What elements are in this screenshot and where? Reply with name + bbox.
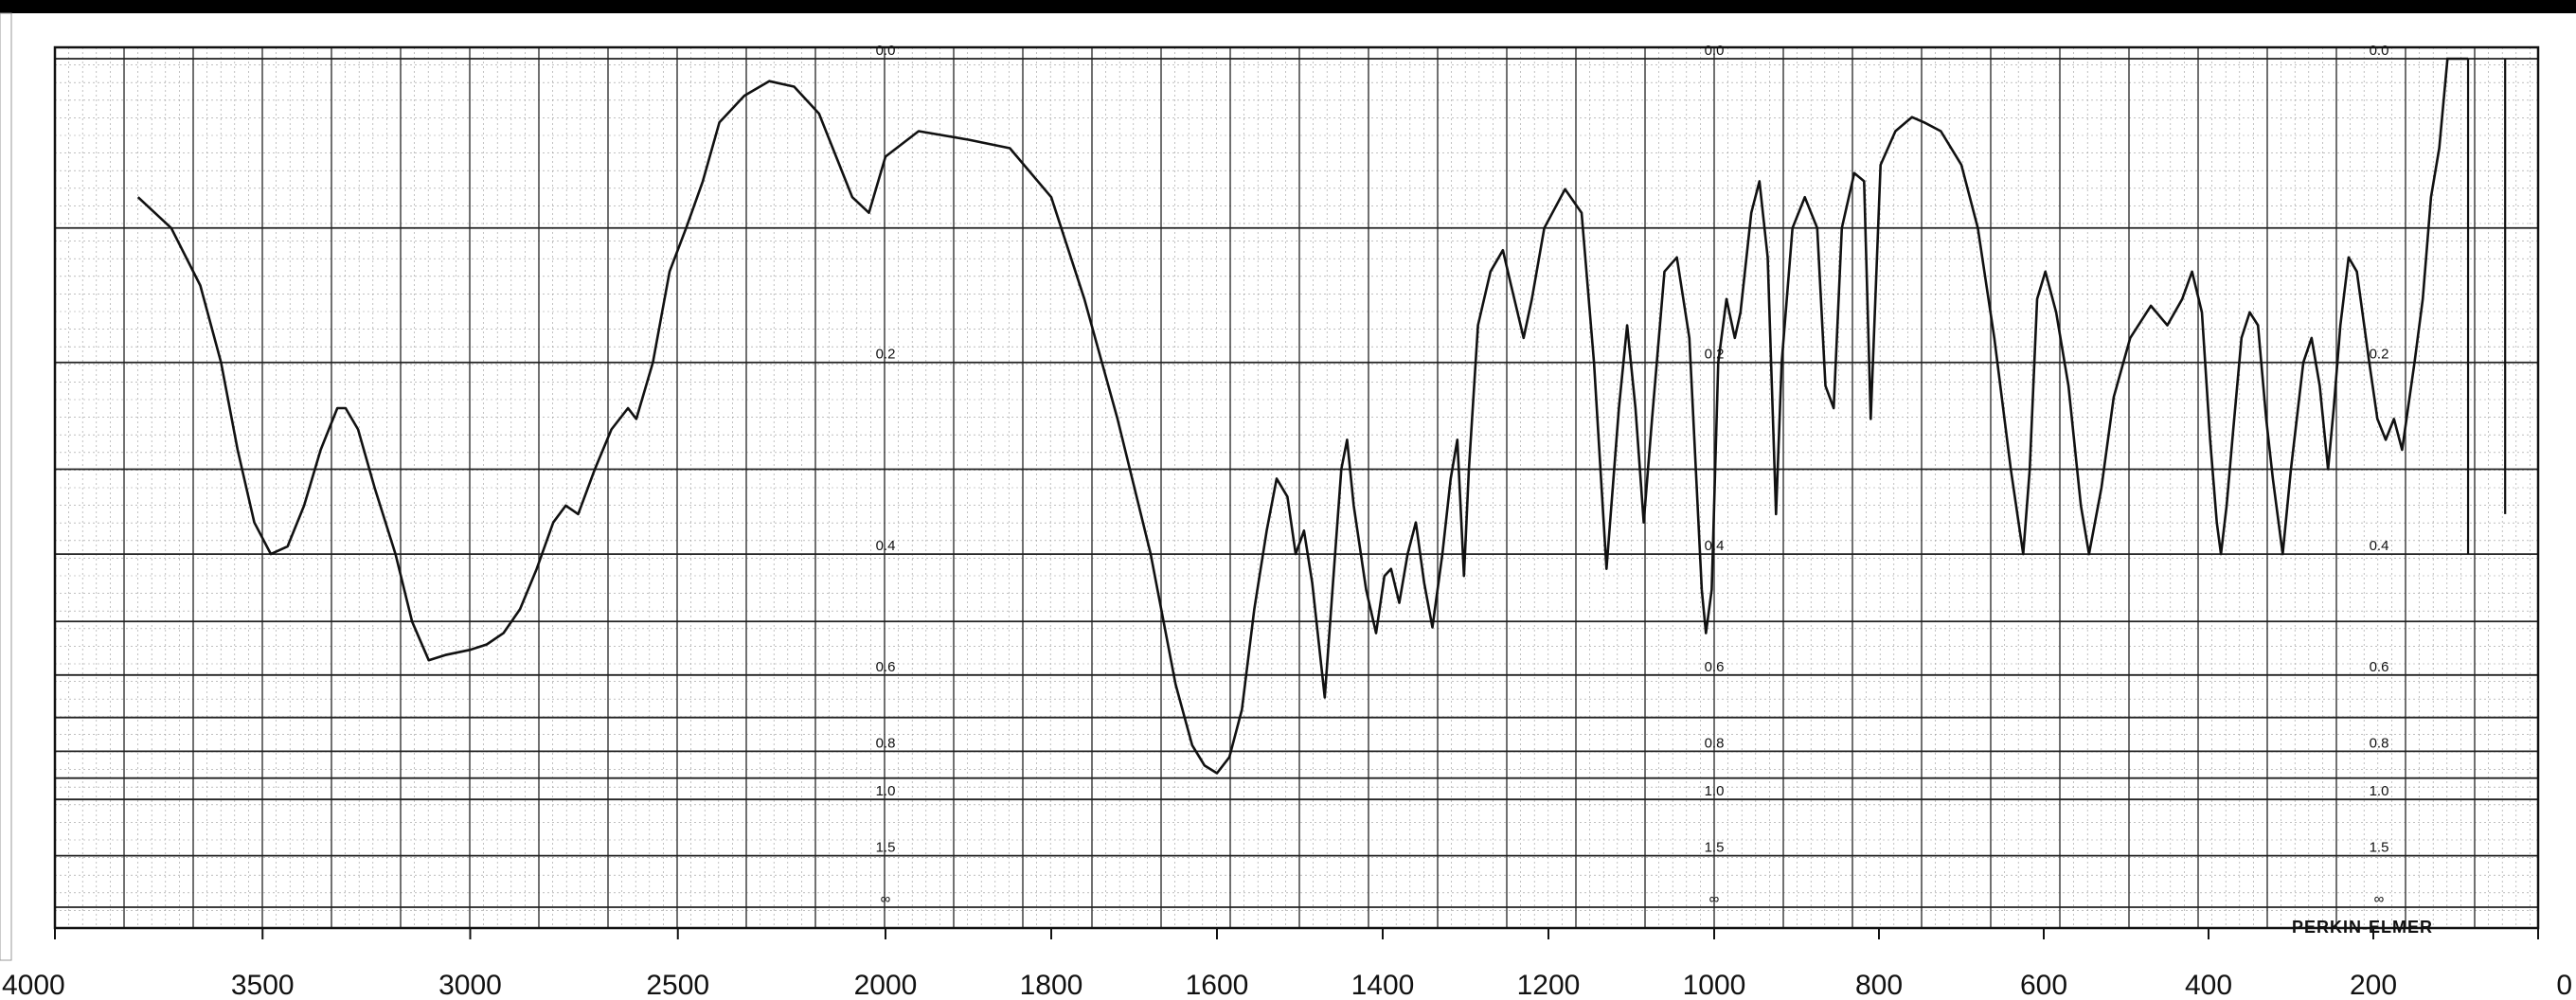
x-tick-label: 1200 [1517, 970, 1581, 1000]
brand-label: PERKIN-ELMER [2292, 918, 2433, 937]
absorbance-label: 0.8 [1705, 735, 1725, 751]
absorbance-label: 0.2 [2370, 347, 2389, 363]
x-tick-label: 1400 [1351, 970, 1415, 1000]
x-tick-label: 1800 [1020, 970, 1083, 1000]
x-tick-label: 1000 [1683, 970, 1746, 1000]
x-tick-label: 2000 [854, 970, 918, 1000]
absorbance-label: ∞ [2374, 891, 2385, 907]
absorbance-label: 0.0 [1705, 43, 1725, 59]
left-binding-edge [0, 12, 12, 961]
top-scale-band [0, 0, 2576, 13]
absorbance-label: 1.0 [1705, 783, 1725, 799]
absorbance-label: 0.8 [2370, 735, 2389, 751]
absorbance-label: 0.6 [2370, 659, 2389, 675]
absorbance-label: 0.6 [1705, 659, 1725, 675]
absorbance-label: ∞ [1709, 891, 1720, 907]
absorbance-label: 1.5 [1705, 840, 1725, 856]
absorbance-label: 0.6 [876, 659, 896, 675]
x-tick-label: 3000 [438, 970, 502, 1000]
absorbance-label: 0.4 [876, 538, 896, 554]
absorbance-label: 0.2 [876, 347, 896, 363]
absorbance-label: 0.0 [2370, 43, 2389, 59]
plot-frame [53, 45, 2540, 930]
x-tick-label: 200 [2350, 970, 2397, 1000]
absorbance-label: 1.5 [2370, 840, 2389, 856]
minor-grid [54, 46, 2538, 928]
absorbance-label: 1.0 [2370, 783, 2389, 799]
x-tick-label: 600 [2020, 970, 2067, 1000]
x-tick-label: 400 [2185, 970, 2232, 1000]
absorbance-label: 1.5 [876, 840, 896, 856]
x-tick-label: 2500 [646, 970, 709, 1000]
x-tick-label: 3500 [231, 970, 295, 1000]
spectrum-line [136, 57, 2469, 775]
x-tick-label: 0 [2556, 970, 2572, 1000]
spectrum-series [136, 57, 2507, 775]
absorbance-label: 0.8 [876, 735, 896, 751]
x-tick-label: 4000 [2, 970, 65, 1000]
x-axis-ticks: 4000 3500 3000 2500 2000 1800 1600 1400 1200 1000… [2, 928, 2572, 1000]
absorbance-label: 0.0 [876, 43, 896, 59]
major-grid [53, 45, 2540, 930]
x-tick-label: 800 [1855, 970, 1903, 1000]
absorbance-scale-labels: 0.0 0.2 0.4 0.6 0.8 1.0 1.5 ∞ 0.0 0.2 0.4 0.6 0.8 1.0… [876, 43, 2389, 907]
absorbance-label: ∞ [881, 891, 891, 907]
absorbance-label: 1.0 [876, 783, 896, 799]
x-tick-label: 1600 [1186, 970, 1249, 1000]
absorbance-label: 0.4 [2370, 538, 2389, 554]
